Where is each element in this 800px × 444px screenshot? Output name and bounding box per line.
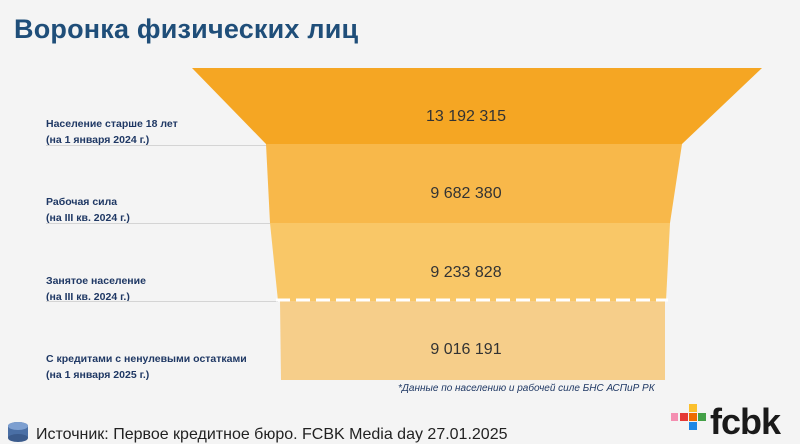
stage-label-text: Занятое население	[46, 275, 146, 287]
stage-label-labor-force: Рабочая сила (на III кв. 2024 г.)	[46, 194, 130, 226]
stage-value-label: 9 682 380	[430, 185, 501, 202]
funnel-stage-labor-force	[266, 144, 682, 223]
stage-label-date: (на III кв. 2024 г.)	[46, 291, 130, 303]
row-separator	[46, 301, 278, 302]
stage-label-text: С кредитами с ненулевыми остатками	[46, 353, 247, 365]
stage-label-population: Население старше 18 лет (на 1 января 202…	[46, 116, 178, 148]
stage-value-label: 13 192 315	[426, 108, 506, 125]
page-title: Воронка физических лиц	[14, 14, 359, 44]
funnel-chart: 13 192 315 9 682 380 9 233 828 9 016 191	[192, 68, 762, 380]
database-icon	[8, 422, 28, 442]
footnote: *Данные по населению и рабочей силе БНС …	[398, 383, 655, 394]
funnel-stage-with-credits	[280, 301, 665, 380]
funnel-stage-employed	[270, 223, 670, 301]
fcbk-logo	[671, 404, 706, 430]
funnel-stage-population	[192, 68, 762, 144]
row-separator	[46, 145, 268, 146]
stage-label-with-credits: С кредитами с ненулевыми остатками (на 1…	[46, 351, 247, 383]
stage-label-date: (на 1 января 2024 г.)	[46, 134, 150, 146]
stage-label-date: (на III кв. 2024 г.)	[46, 212, 130, 224]
row-separator	[46, 223, 274, 224]
stage-label-text: Население старше 18 лет	[46, 118, 178, 130]
stage-value-label: 9 233 828	[430, 264, 501, 281]
stage-label-employed: Занятое население (на III кв. 2024 г.)	[46, 273, 146, 305]
logo-text: fcbk	[710, 401, 781, 442]
stage-value-label: 9 016 191	[430, 341, 501, 358]
stage-label-date: (на 1 января 2025 г.)	[46, 369, 150, 381]
stage-label-text: Рабочая сила	[46, 196, 118, 208]
source-text: Источник: Первое кредитное бюро. FCBK Me…	[36, 426, 508, 443]
